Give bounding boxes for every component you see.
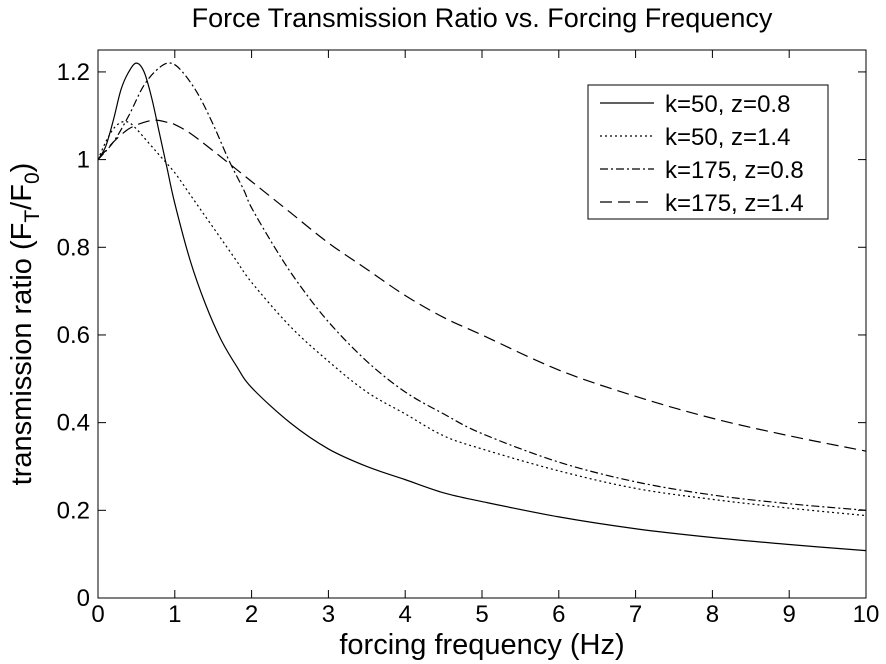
y-axis-label-end: ) — [6, 163, 38, 173]
x-axis-label: forcing frequency (Hz) — [339, 629, 624, 661]
x-tick-label: 2 — [245, 601, 258, 628]
x-tick-label: 1 — [168, 601, 181, 628]
legend: k=50, z=0.8 k=50, z=1.4 k=175, z=0.8 k=175,… — [587, 84, 829, 220]
legend-label: k=50, z=0.8 — [665, 91, 790, 118]
legend-box — [587, 84, 829, 220]
y-tick-label: 1 — [77, 147, 90, 174]
x-tick-label: 9 — [783, 601, 796, 628]
y-tick-label: 0.8 — [57, 234, 90, 261]
y-tick-label: 0.4 — [57, 410, 90, 437]
y-tick-label: 0.2 — [57, 497, 90, 524]
y-axis-label-main: transmission ratio (F — [6, 223, 38, 486]
y-axis-label-mid: /F — [6, 184, 38, 210]
chart-title: Force Transmission Ratio vs. Forcing Fre… — [192, 3, 773, 33]
series-line-1 — [97, 62, 867, 552]
series-line-4 — [97, 119, 867, 452]
legend-label: k=50, z=1.4 — [665, 124, 790, 151]
y-tick-label: 1.2 — [57, 59, 90, 86]
x-axis-ticks: 0 1 2 3 4 5 6 7 8 9 10 — [91, 50, 879, 628]
x-tick-label: 7 — [629, 601, 642, 628]
x-tick-label: 5 — [475, 601, 488, 628]
x-tick-label: 0 — [91, 601, 104, 628]
series-line-3 — [97, 62, 867, 511]
y-tick-label: 0.6 — [57, 322, 90, 349]
x-tick-label: 4 — [399, 601, 412, 628]
y-axis-label-sub-t: T — [21, 210, 44, 223]
y-tick-label: 0 — [77, 585, 90, 612]
x-tick-label: 8 — [706, 601, 719, 628]
y-axis-label-sub-0: 0 — [21, 172, 44, 184]
x-tick-label: 3 — [322, 601, 335, 628]
x-tick-label: 6 — [552, 601, 565, 628]
y-axis-ticks: 0 0.2 0.4 0.6 0.8 1 1.2 — [57, 59, 866, 612]
x-tick-label: 10 — [853, 601, 880, 628]
y-axis-label: transmission ratio (FT/F0) — [6, 163, 44, 486]
series-lines — [97, 62, 867, 552]
legend-label: k=175, z=0.8 — [665, 157, 804, 184]
legend-label: k=175, z=1.4 — [665, 190, 804, 217]
